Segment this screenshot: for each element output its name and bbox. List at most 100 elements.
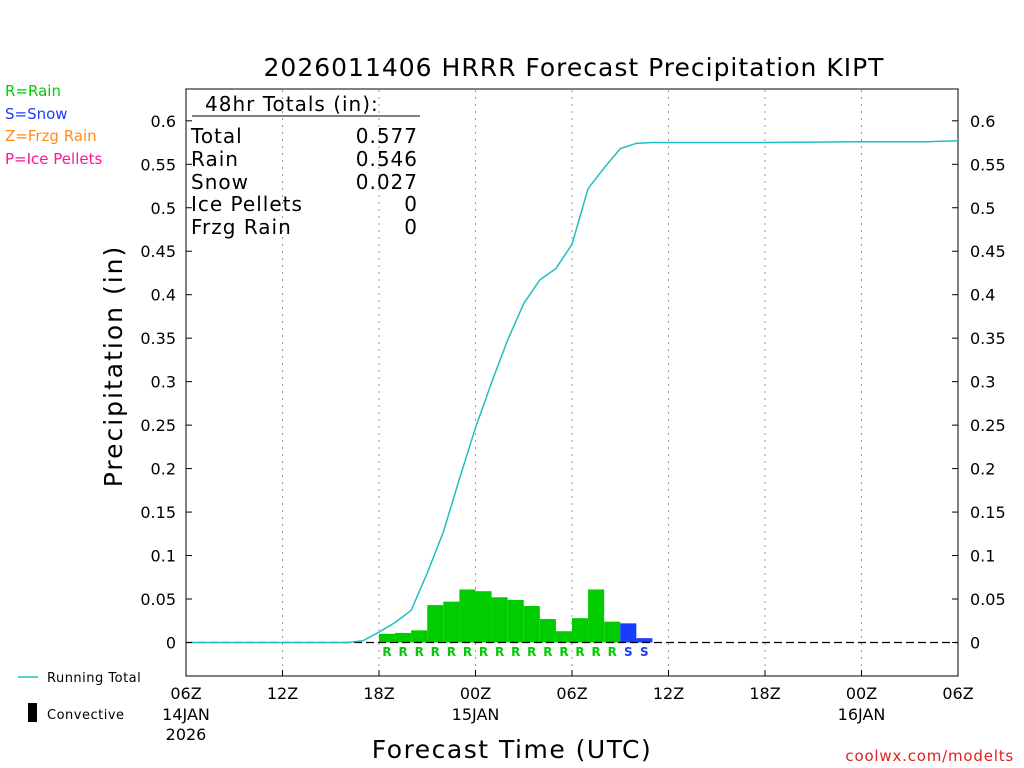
y-tick-label: 0.05 <box>140 590 176 609</box>
legend-frzg-rain: Z=Frzg Rain <box>5 127 97 145</box>
precip-bar <box>572 618 589 643</box>
y-tick-label-right: 0.4 <box>970 286 995 305</box>
legend-snow: S=Snow <box>5 105 68 123</box>
y-tick-label-right: 0.3 <box>970 373 995 392</box>
precip-bar <box>523 605 540 643</box>
y-tick-label: 0.4 <box>151 286 176 305</box>
x-tick-label: 00Z <box>846 684 877 703</box>
credit-text: coolwx.com/modelts <box>845 747 1014 765</box>
x-tick-label: 06Z <box>942 684 973 703</box>
precip-bar <box>459 589 476 643</box>
precip-bar <box>395 632 412 643</box>
x-tick-date: 15JAN <box>452 705 500 724</box>
totals-label-total: Total <box>190 124 243 148</box>
precip-bars <box>379 589 653 643</box>
totals-box: 48hr Totals (in): Total 0.577 Rain 0.546… <box>190 92 420 239</box>
precip-bar <box>427 605 444 643</box>
y-tick-label-right: 0.25 <box>970 416 1006 435</box>
convective-legend-swatch <box>28 703 37 722</box>
running-total-polyline <box>186 140 959 644</box>
running-total-legend-label: Running Total <box>47 671 141 686</box>
precip-bar <box>636 638 653 643</box>
precip-type-label: R <box>608 645 617 659</box>
y-tick-label: 0.55 <box>140 155 176 174</box>
x-tick-label: 18Z <box>749 684 780 703</box>
precip-type-label: R <box>431 645 440 659</box>
y-tick-label-right: 0.15 <box>970 503 1006 522</box>
precip-type-label: R <box>527 645 536 659</box>
legend-ice-pellets: P=Ice Pellets <box>5 150 102 168</box>
y-tick-label: 0.3 <box>151 373 176 392</box>
x-tick-label: 00Z <box>460 684 491 703</box>
precip-bar <box>475 591 492 643</box>
totals-value-snow: 0.027 <box>356 170 418 194</box>
y-tick-label: 0.15 <box>140 503 176 522</box>
precip-type-label: R <box>382 645 391 659</box>
totals-label-frzg-rain: Frzg Rain <box>191 215 292 239</box>
x-tick-label: 06Z <box>170 684 201 703</box>
precip-type-label: R <box>511 645 520 659</box>
x-tick-date: 16JAN <box>838 705 886 724</box>
totals-label-ice-pellets: Ice Pellets <box>191 192 303 216</box>
precip-type-label: R <box>479 645 488 659</box>
y-tick-label-right: 0.55 <box>970 155 1006 174</box>
precip-type-label: R <box>575 645 584 659</box>
x-tick-label: 12Z <box>267 684 298 703</box>
y-tick-label-right: 0.2 <box>970 460 995 479</box>
precip-bar <box>443 601 460 643</box>
y-axis-right: 0 0.05 0.1 0.15 0.2 0.25 0.3 0.35 0.4 0.45 0.5 0.55… <box>952 112 1006 653</box>
precip-bar <box>379 633 396 643</box>
totals-label-snow: Snow <box>191 170 249 194</box>
y-tick-label-right: 0.5 <box>970 199 995 218</box>
precip-type-label: R <box>447 645 456 659</box>
x-tick-label: 12Z <box>653 684 684 703</box>
chart-title: 2026011406 HRRR Forecast Precipitation K… <box>264 53 885 82</box>
bottom-legend: Running Total Convective <box>18 671 141 723</box>
y-axis-title: Precipitation (in) <box>99 245 128 488</box>
precip-bar <box>555 631 572 643</box>
precip-bar <box>604 621 621 643</box>
precip-bar <box>620 623 637 643</box>
precip-type-label: R <box>415 645 424 659</box>
x-axis-title: Forecast Time (UTC) <box>372 735 652 764</box>
totals-value-total: 0.577 <box>356 124 418 148</box>
precip-type-label: S <box>624 645 633 659</box>
precip-type-label: R <box>559 645 568 659</box>
y-tick-label-right: 0.45 <box>970 242 1006 261</box>
y-axis-left: 0 0.05 0.1 0.15 0.2 0.25 0.3 0.35 0.4 0.45 0.5 0.55… <box>140 112 192 653</box>
y-tick-label: 0.1 <box>151 547 176 566</box>
precip-bar <box>491 597 508 643</box>
y-tick-label: 0 <box>166 634 176 653</box>
precip-type-label: R <box>543 645 552 659</box>
convective-legend-label: Convective <box>47 708 125 723</box>
ptype-legend: R=Rain S=Snow Z=Frzg Rain P=Ice Pellets <box>5 82 102 168</box>
y-tick-label: 0.25 <box>140 416 176 435</box>
precip-type-label: R <box>463 645 472 659</box>
precip-type-label: R <box>592 645 601 659</box>
y-tick-label: 0.5 <box>151 199 176 218</box>
totals-value-ice-pellets: 0 <box>404 192 418 216</box>
y-tick-label-right: 0.1 <box>970 547 995 566</box>
y-tick-label: 0.35 <box>140 329 176 348</box>
y-tick-label: 0.6 <box>151 112 176 131</box>
totals-label-rain: Rain <box>191 147 239 171</box>
precip-bar <box>539 619 556 643</box>
y-tick-label-right: 0.35 <box>970 329 1006 348</box>
y-tick-label: 0.2 <box>151 460 176 479</box>
y-tick-label-right: 0.05 <box>970 590 1006 609</box>
precip-type-label: S <box>640 645 649 659</box>
y-tick-label-right: 0 <box>970 634 980 653</box>
x-tick-label: 18Z <box>363 684 394 703</box>
totals-value-frzg-rain: 0 <box>404 215 418 239</box>
x-tick-label: 06Z <box>556 684 587 703</box>
x-tick-date: 14JAN <box>162 705 210 724</box>
precip-bar <box>411 630 428 643</box>
totals-header: 48hr Totals (in): <box>205 92 379 116</box>
x-tick-year: 2026 <box>166 725 207 744</box>
precip-type-label: R <box>495 645 504 659</box>
legend-rain: R=Rain <box>5 82 61 100</box>
totals-value-rain: 0.546 <box>356 147 418 171</box>
